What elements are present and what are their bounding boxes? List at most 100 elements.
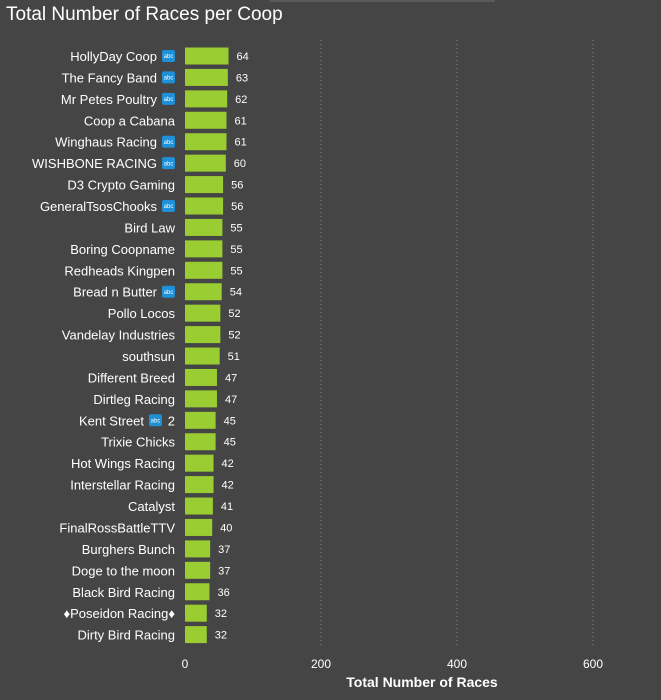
data-label: 32 bbox=[215, 630, 227, 642]
bar bbox=[185, 68, 228, 86]
data-label: 55 bbox=[230, 265, 242, 277]
abc-badge-icon: abc bbox=[162, 135, 175, 148]
bar bbox=[185, 111, 227, 129]
x-axis-title: Total Number of Races bbox=[346, 674, 498, 690]
data-label: 45 bbox=[224, 437, 236, 449]
badge-bg bbox=[162, 200, 175, 213]
category-label: Hot Wings Racing bbox=[71, 456, 175, 471]
category-label: southsun bbox=[122, 349, 175, 364]
badge-bg bbox=[149, 414, 162, 427]
category-label: Redheads Kingpen bbox=[64, 263, 175, 278]
bar bbox=[185, 433, 216, 451]
data-label: 37 bbox=[218, 544, 230, 556]
abc-badge-icon: abc bbox=[162, 92, 175, 105]
badge-glyph: abc bbox=[164, 204, 174, 210]
bar bbox=[185, 561, 211, 579]
bar bbox=[185, 540, 211, 558]
data-label: 40 bbox=[220, 522, 232, 534]
category-label: Winghaus Racing bbox=[55, 135, 157, 150]
category-label: Interstellar Racing bbox=[70, 478, 175, 493]
bar bbox=[185, 90, 228, 108]
gridlines bbox=[320, 40, 594, 648]
data-label: 36 bbox=[217, 587, 229, 599]
badge-glyph: abc bbox=[164, 97, 174, 103]
category-label: Catalyst bbox=[128, 499, 175, 514]
category-label: ♦Poseidon Racing♦ bbox=[63, 606, 175, 621]
data-label: 64 bbox=[237, 51, 249, 63]
data-label: 55 bbox=[230, 244, 242, 256]
category-label: Kent Street bbox=[79, 413, 144, 428]
badge-glyph: abc bbox=[164, 290, 174, 296]
data-label: 47 bbox=[225, 394, 237, 406]
category-label: Dirty Bird Racing bbox=[77, 628, 175, 643]
bar bbox=[185, 304, 221, 322]
data-label: 42 bbox=[222, 480, 234, 492]
bar bbox=[185, 347, 220, 365]
bar bbox=[185, 261, 223, 279]
x-tick-label: 0 bbox=[182, 657, 189, 671]
bar bbox=[185, 497, 213, 515]
data-label: 52 bbox=[228, 308, 240, 320]
badge-glyph: abc bbox=[164, 54, 174, 60]
category-label: Trixie Chicks bbox=[101, 435, 175, 450]
bar bbox=[185, 197, 224, 215]
bar bbox=[185, 626, 207, 644]
data-label: 63 bbox=[236, 72, 248, 84]
abc-badge-icon: abc bbox=[162, 157, 175, 170]
data-label: 60 bbox=[234, 158, 246, 170]
bar bbox=[185, 218, 223, 236]
bar bbox=[185, 326, 221, 344]
x-tick-label: 400 bbox=[447, 657, 467, 671]
abc-badge-icon: abc bbox=[162, 71, 175, 84]
category-label: Bread n Butter bbox=[73, 285, 157, 300]
data-label: 42 bbox=[222, 458, 234, 470]
badge-bg bbox=[162, 285, 175, 298]
category-label: Burghers Bunch bbox=[82, 542, 175, 557]
abc-badge-icon: abc bbox=[162, 50, 175, 62]
category-label: Pollo Locos bbox=[108, 306, 176, 321]
chart-title: Total Number of Races per Coop bbox=[6, 4, 283, 25]
category-label: HollyDay Coop bbox=[70, 49, 157, 64]
bar bbox=[185, 368, 217, 386]
category-label: Bird Law bbox=[124, 220, 175, 235]
category-label: Doge to the moon bbox=[72, 563, 175, 578]
data-label: 32 bbox=[215, 608, 227, 620]
badge-glyph: abc bbox=[164, 140, 174, 146]
data-label: 47 bbox=[225, 372, 237, 384]
bar bbox=[185, 583, 210, 601]
abc-badge-icon: abc bbox=[162, 200, 175, 213]
data-label: 37 bbox=[218, 565, 230, 577]
category-label: The Fancy Band bbox=[62, 70, 157, 85]
data-label: 56 bbox=[231, 201, 243, 213]
data-label: 51 bbox=[228, 351, 240, 363]
bar bbox=[185, 518, 213, 536]
bar bbox=[185, 283, 222, 301]
category-label: D3 Crypto Gaming bbox=[67, 178, 175, 193]
data-label: 52 bbox=[228, 330, 240, 342]
bar bbox=[185, 604, 207, 622]
category-suffix: 2 bbox=[168, 413, 175, 428]
category-label: Vandelay Industries bbox=[62, 328, 176, 343]
category-label: GeneralTsosChooks bbox=[40, 199, 158, 214]
badge-glyph: abc bbox=[151, 419, 161, 425]
badge-bg bbox=[162, 135, 175, 148]
category-label: Black Bird Racing bbox=[72, 585, 175, 600]
category-label: Different Breed bbox=[88, 370, 175, 385]
header-handle-bar bbox=[270, 0, 495, 2]
badge-bg bbox=[162, 50, 175, 62]
category-label: Mr Petes Poultry bbox=[61, 92, 158, 107]
bar bbox=[185, 411, 216, 429]
bar bbox=[185, 476, 214, 494]
category-label: Boring Coopname bbox=[70, 242, 175, 257]
category-label: WISHBONE RACING bbox=[32, 156, 157, 171]
bar bbox=[185, 454, 214, 472]
badge-glyph: abc bbox=[164, 76, 174, 82]
data-label: 56 bbox=[231, 180, 243, 192]
data-label: 61 bbox=[234, 137, 246, 149]
data-label: 61 bbox=[234, 115, 246, 127]
bar bbox=[185, 47, 229, 65]
bar bbox=[185, 154, 226, 172]
category-label: Dirtleg Racing bbox=[93, 392, 175, 407]
abc-badge-icon: abc bbox=[149, 414, 162, 427]
